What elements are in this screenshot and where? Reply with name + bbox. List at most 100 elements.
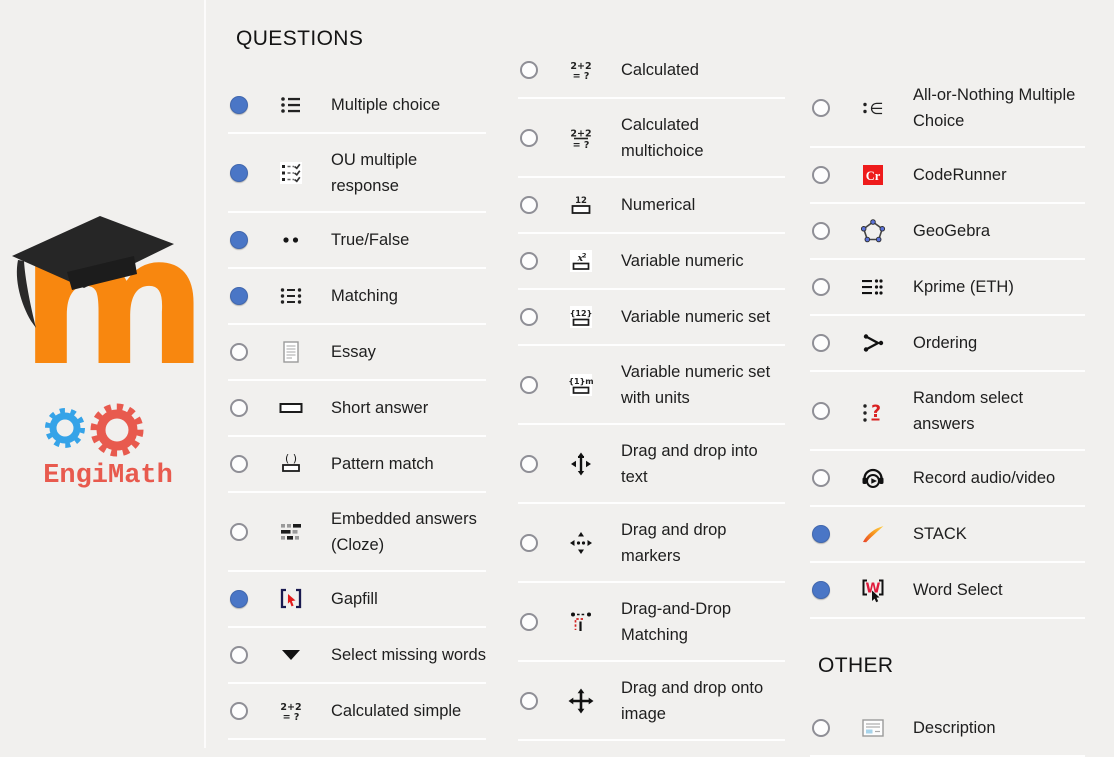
question-type-row-ou-multiple-response[interactable]: OU multiple response [228,134,486,213]
question-type-row-all-or-nothing-multiple-choice[interactable]: ∈ All-or-Nothing Multiple Choice [810,69,1085,148]
question-type-label: Embedded answers (Cloze) [331,509,477,554]
drag-drop-into-text-icon [568,451,594,477]
radio-drag-and-drop-into-text[interactable] [520,454,538,473]
radio-description[interactable] [812,719,830,737]
question-type-row-drag-and-drop-matching[interactable]: Drag-and-Drop Matching [518,583,785,662]
question-type-row-embedded-answers-cloze[interactable]: Embedded answers (Cloze) [228,493,486,572]
question-type-label: Multiple choice [331,96,441,114]
question-type-label: Matching [331,287,398,305]
all-or-nothing-icon: ∈ [860,95,886,121]
question-type-row-stack[interactable]: STACK [810,507,1085,563]
radio-short-answer[interactable] [230,399,248,417]
svg-text:2+2: 2+2 [570,128,591,139]
svg-text:= ?: = ? [283,712,300,723]
radio-all-or-nothing-multiple-choice[interactable] [812,98,830,117]
question-type-row-pattern-match[interactable]: ( ) Pattern match [228,437,486,493]
question-type-label: Essay [331,343,376,361]
radio-calculated-multichoice[interactable] [520,128,538,147]
radio-pattern-match[interactable] [230,455,248,473]
engimath-logo: EngiMath [33,392,183,491]
radio-matching[interactable] [230,287,248,305]
moodle-logo: m [12,197,212,406]
radio-variable-numeric[interactable] [520,252,538,270]
radio-numerical[interactable] [520,196,538,214]
question-type-label: Variable numeric set [621,308,771,326]
question-type-label: GeoGebra [913,222,991,240]
question-type-label: Drag and drop into text [621,441,758,486]
question-type-row-record-audio-video[interactable]: Record audio/video [810,451,1085,507]
radio-drag-and-drop-matching[interactable] [520,612,538,631]
question-type-row-variable-numeric-set[interactable]: {12} Variable numeric set [518,290,785,346]
question-type-row-geogebra[interactable]: GeoGebra [810,204,1085,260]
question-type-row-variable-numeric-set-with-units[interactable]: {1}m Variable numeric set with units [518,346,785,425]
radio-select-missing-words[interactable] [230,646,248,664]
question-type-row-word-select[interactable]: W Word Select [810,563,1085,619]
question-type-row-numerical[interactable]: 12 Numerical [518,178,785,234]
question-type-label: Calculated multichoice [621,115,704,160]
question-type-row-calculated-multichoice[interactable]: 2+2 = ? Calculated multichoice [518,99,785,178]
question-type-row-calculated-simple[interactable]: 2+2 = ? Calculated simple [228,684,486,740]
question-type-label: Drag and drop markers [621,520,727,565]
question-type-row-drag-and-drop-into-text[interactable]: Drag and drop into text [518,425,785,504]
kprime-icon [860,274,886,300]
question-type-label: Calculated simple [331,702,462,720]
question-type-row-select-missing-words[interactable]: Select missing words [228,628,486,684]
svg-text:12: 12 [575,196,587,206]
radio-calculated[interactable] [520,61,538,79]
question-type-row-description[interactable]: Description [810,701,1085,757]
question-type-row-calculated[interactable]: 2+2 = ? Calculated [518,43,785,99]
question-type-row-multiple-choice[interactable]: Multiple choice [228,78,486,134]
question-type-label: Ordering [913,334,978,352]
svg-text:2+2: 2+2 [570,61,591,72]
radio-variable-numeric-set[interactable] [520,308,538,326]
radio-ordering[interactable] [812,334,830,352]
calculated-icon: 2+2 = ? [568,57,594,83]
multiple-choice-icon [278,92,304,118]
embedded-answers-icon [278,519,304,545]
question-type-row-short-answer[interactable]: Short answer [228,381,486,437]
engimath-gears-icon: EngiMath [43,403,173,491]
question-type-label: True/False [331,231,410,249]
question-type-row-essay[interactable]: Essay [228,325,486,381]
radio-embedded-answers-cloze[interactable] [230,522,248,541]
radio-ou-multiple-response[interactable] [230,163,248,182]
question-column-3: ∈ All-or-Nothing Multiple Choice Cr CodeRun… [810,69,1085,757]
ordering-icon [860,330,886,356]
question-type-row-ordering[interactable]: Ordering [810,316,1085,372]
radio-drag-and-drop-markers[interactable] [520,533,538,552]
question-type-label: Drag-and-Drop Matching [621,599,732,644]
question-type-row-drag-and-drop-markers[interactable]: Drag and drop markers [518,504,785,583]
radio-random-select-answers[interactable] [812,401,830,420]
matching-icon [278,283,304,309]
radio-geogebra[interactable] [812,222,830,240]
radio-stack[interactable] [812,525,830,543]
radio-variable-numeric-set-with-units[interactable] [520,375,538,394]
radio-true-false[interactable] [230,231,248,249]
question-type-label: Calculated [621,61,699,79]
question-type-row-matching[interactable]: Matching [228,269,486,325]
question-type-row-random-select-answers[interactable]: ? Random select answers [810,372,1085,451]
drag-drop-matching-icon [568,609,594,635]
radio-multiple-choice[interactable] [230,96,248,114]
radio-calculated-simple[interactable] [230,702,248,720]
svg-text:2: 2 [582,252,587,260]
geogebra-icon [860,218,886,244]
question-type-row-true-false[interactable]: True/False [228,213,486,269]
question-type-row-gapfill[interactable]: Gapfill [228,572,486,628]
radio-drag-and-drop-onto-image[interactable] [520,691,538,710]
question-type-row-drag-and-drop-onto-image[interactable]: Drag and drop onto image [518,662,785,741]
radio-kprime-eth[interactable] [812,278,830,296]
question-type-label: Numerical [621,196,696,214]
radio-gapfill[interactable] [230,590,248,608]
panel-divider [204,0,206,748]
radio-word-select[interactable] [812,581,830,599]
radio-essay[interactable] [230,343,248,361]
question-type-row-kprime-eth[interactable]: Kprime (ETH) [810,260,1085,316]
radio-coderunner[interactable] [812,166,830,184]
question-type-row-coderunner[interactable]: Cr CodeRunner [810,148,1085,204]
question-type-label: Record audio/video [913,469,1056,487]
variable-numeric-set-units-icon: {1}m [568,372,594,398]
question-type-row-variable-numeric[interactable]: x 2 Variable numeric [518,234,785,290]
radio-record-audio-video[interactable] [812,469,830,487]
